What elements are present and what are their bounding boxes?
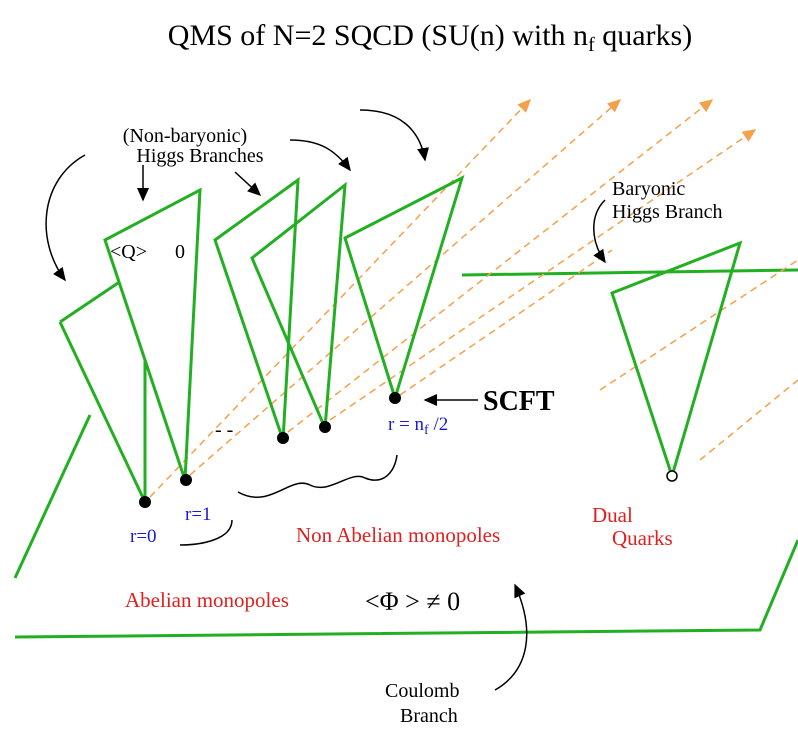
label: Baryonic: [612, 178, 685, 200]
title-text: QMS of N=2 SQCD (SU(n) with n: [168, 19, 588, 52]
label: Branch: [400, 705, 458, 727]
label: r = nf /2: [388, 414, 448, 438]
label: (Non-baryonic): [123, 125, 247, 147]
label: 0: [175, 241, 185, 263]
label: Higgs Branch: [612, 201, 723, 223]
label: <Q>: [110, 241, 147, 263]
title-text: quarks): [595, 19, 692, 52]
label: Dual: [592, 503, 633, 527]
label: Abelian monopoles: [125, 588, 289, 612]
label: Non Abelian monopoles: [296, 523, 500, 547]
label: <Φ > ≠ 0: [365, 587, 460, 616]
branches: [60, 178, 740, 502]
diagram: QMS of N=2 SQCD (SU(n) with nf quarks) (…: [0, 0, 798, 733]
label: Higgs Branches: [136, 145, 263, 167]
label: Coulomb: [385, 680, 459, 702]
label: r=0: [130, 526, 157, 547]
label: - -: [215, 419, 233, 441]
label: r=1: [185, 504, 212, 525]
title: QMS of N=2 SQCD (SU(n) with nf quarks): [168, 19, 692, 56]
label: SCFT: [483, 386, 555, 417]
label-text: r = n: [388, 414, 425, 435]
label: Quarks: [612, 526, 673, 550]
label-text: /2: [429, 414, 449, 435]
